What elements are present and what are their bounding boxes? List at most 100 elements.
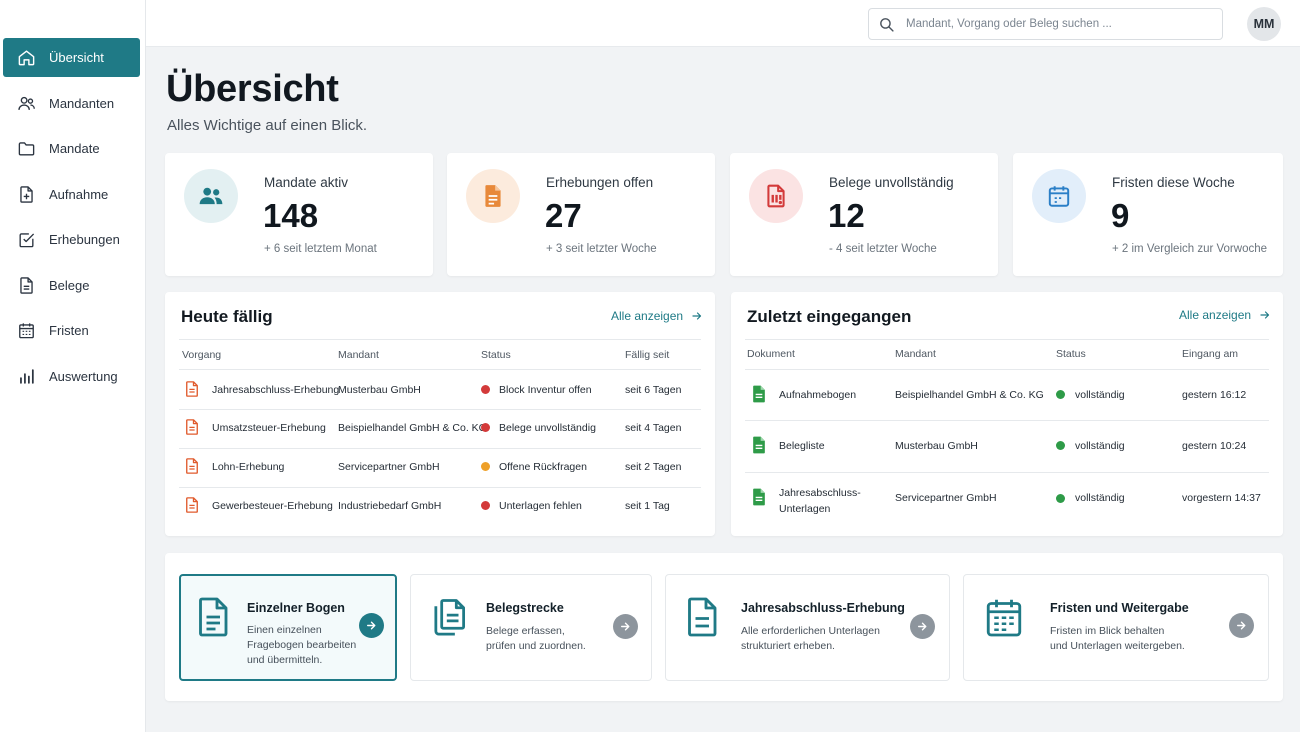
divider (745, 339, 1269, 340)
divider (745, 420, 1269, 421)
sidebar-item-auswertung[interactable]: Auswertung (3, 357, 140, 396)
arrow-right-icon (1237, 621, 1246, 630)
row-faellig: seit 1 Tag (625, 500, 670, 512)
stat-delta: + 3 seit letzter Woche (546, 243, 657, 255)
row-mandant: Beispielhandel GmbH & Co. KG (338, 422, 487, 434)
action-description: Belege erfassen, prüfen und zuordnen. (486, 625, 586, 652)
action-arrow-button[interactable] (910, 614, 935, 639)
action-fristen-und-weitergabe[interactable]: Fristen und Weitergabe Fristen im Blick … (963, 574, 1269, 681)
action-title: Belegstrecke (486, 601, 564, 615)
status-dot (481, 462, 490, 471)
documents-stack-icon (434, 599, 466, 636)
file-icon (186, 419, 198, 435)
row-faellig: seit 4 Tagen (625, 422, 682, 434)
page-title: Übersicht (166, 68, 339, 110)
avatar[interactable]: MM (1247, 7, 1281, 41)
stat-label: Belege unvollständig (829, 175, 954, 190)
sidebar-item-label: Aufnahme (49, 186, 109, 202)
sidebar-item-label: Fristen (49, 323, 89, 338)
row-faellig: seit 6 Tagen (625, 384, 682, 396)
stat-card-belege[interactable]: Belege unvollständig 12 - 4 seit letzter… (730, 153, 998, 276)
sidebar-item-aufnahme[interactable]: Aufnahme (3, 175, 140, 214)
sidebar-item-label: Erhebungen (49, 232, 120, 247)
row-dokument: Jahresabschluss- Unterlagen (779, 487, 861, 515)
row-mandant: Musterbau GmbH (338, 384, 421, 396)
stat-card-mandate[interactable]: Mandate aktiv 148 + 6 seit letztem Monat (165, 153, 433, 276)
row-status: Belege unvollständig (499, 422, 596, 434)
column-header: Vorgang (182, 349, 222, 361)
topbar: MM (146, 0, 1300, 47)
show-all-due-link[interactable]: Alle anzeigen (611, 309, 703, 323)
divider (179, 409, 701, 410)
status-dot (481, 423, 490, 432)
sidebar-item-mandanten[interactable]: Mandanten (3, 84, 140, 123)
sidebar-item-label: Mandate (49, 141, 100, 156)
row-mandant: Beispielhandel GmbH & Co. KG (895, 389, 1044, 401)
show-all-recent-link[interactable]: Alle anzeigen (1179, 308, 1271, 322)
divider (745, 472, 1269, 473)
panel-title: Zuletzt eingegangen (747, 307, 912, 326)
action-description: Einen einzelnen Fragebogen bearbeiten un… (247, 624, 357, 666)
row-eingang: vorgestern 14:37 (1182, 492, 1261, 504)
action-arrow-button[interactable] (613, 614, 638, 639)
document-icon (753, 436, 765, 454)
row-status: Block Inventur offen (499, 384, 592, 396)
arrow-right-icon (692, 312, 702, 320)
row-mandant: Musterbau GmbH (895, 440, 978, 452)
document-icon (753, 488, 765, 506)
stat-card-fristen[interactable]: Fristen diese Woche 9 + 2 im Vergleich z… (1013, 153, 1283, 276)
arrow-right-icon (367, 621, 376, 630)
sidebar-item-mandate[interactable]: Mandate (3, 129, 140, 168)
stat-delta: - 4 seit letzter Woche (829, 243, 937, 255)
arrow-right-icon (1260, 311, 1270, 319)
file-alert-icon (767, 184, 785, 208)
sidebar-item-label: Belege (49, 277, 90, 293)
divider (179, 339, 701, 340)
stat-value: 148 (263, 197, 319, 234)
bar-chart-icon (20, 368, 34, 384)
sidebar-item-label: Auswertung (49, 368, 118, 384)
row-dokument: Belegliste (779, 440, 825, 452)
calendar-icon (19, 323, 34, 339)
stat-label: Fristen diese Woche (1112, 175, 1235, 190)
calendar-icon (1048, 186, 1070, 207)
action-belegstrecke[interactable]: Belegstrecke Belege erfassen, prüfen und… (410, 574, 652, 681)
document-lines-icon (688, 597, 717, 637)
column-header: Status (481, 349, 511, 361)
stat-delta: + 6 seit letztem Monat (264, 243, 377, 255)
document-icon (199, 597, 228, 637)
search-box[interactable] (868, 8, 1223, 40)
action-description: Fristen im Blick behalten und Unterlagen… (1050, 625, 1185, 652)
stat-icon-circle (184, 169, 238, 223)
divider (179, 448, 701, 449)
action-arrow-button[interactable] (359, 613, 384, 638)
file-icon (186, 381, 198, 397)
calendar-icon (986, 599, 1022, 637)
row-vorgang: Gewerbesteuer-Erhebung (212, 500, 333, 512)
status-dot (1056, 441, 1065, 450)
stat-delta: + 2 im Vergleich zur Vorwoche (1112, 243, 1268, 255)
sidebar-item-uebersicht[interactable]: Übersicht (3, 38, 140, 77)
row-status: Offene Rückfragen (499, 461, 587, 473)
file-icon (186, 458, 198, 474)
action-title: Einzelner Bogen (247, 601, 345, 615)
sidebar-item-erhebungen[interactable]: Erhebungen (3, 220, 140, 259)
action-einzelner-bogen[interactable]: Einzelner Bogen Einen einzelnen Fragebog… (179, 574, 397, 681)
document-icon (753, 385, 765, 403)
stat-card-erhebungen[interactable]: Erhebungen offen 27 + 3 seit letzter Woc… (447, 153, 715, 276)
folder-icon (18, 142, 35, 156)
action-jahresabschluss-erhebung[interactable]: Jahresabschluss-Erhebung Alle erforderli… (665, 574, 950, 681)
search-input[interactable] (906, 18, 1206, 30)
action-title: Jahresabschluss-Erhebung (741, 601, 905, 615)
action-description: Alle erforderlichen Unterlagen strukturi… (741, 625, 880, 652)
row-status: vollständig (1075, 492, 1125, 504)
sidebar-item-belege[interactable]: Belege (3, 266, 140, 305)
column-header: Mandant (895, 348, 936, 360)
panel-title: Heute fällig (181, 307, 273, 326)
action-arrow-button[interactable] (1229, 613, 1254, 638)
link-label: Alle anzeigen (1179, 308, 1252, 322)
status-dot (481, 501, 490, 510)
sidebar-item-fristen[interactable]: Fristen (3, 311, 140, 350)
row-vorgang: Umsatzsteuer-Erhebung (212, 422, 326, 434)
row-eingang: gestern 10:24 (1182, 440, 1247, 452)
